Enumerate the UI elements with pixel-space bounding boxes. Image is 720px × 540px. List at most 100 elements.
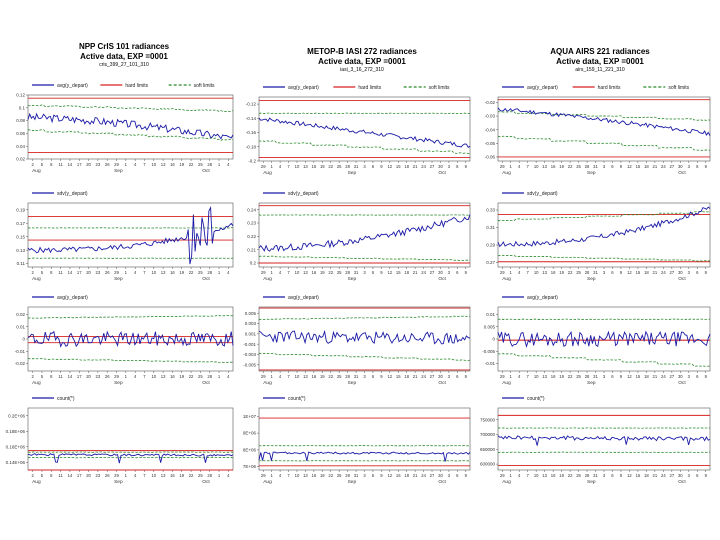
x-tick-label: 15 bbox=[396, 473, 401, 478]
month-label: Oct bbox=[678, 479, 686, 485]
x-tick-label: 9 bbox=[465, 270, 468, 275]
chart-legend: count(*) bbox=[502, 396, 545, 402]
x-tick-label: 31 bbox=[354, 473, 359, 478]
month-label: Sep bbox=[587, 170, 596, 176]
y-tick-label: -0.003 bbox=[243, 352, 256, 357]
x-tick-label: 17 bbox=[77, 473, 82, 478]
x-tick-label: 3 bbox=[363, 270, 366, 275]
x-tick-label: 4 bbox=[134, 270, 137, 275]
x-tick-label: 24 bbox=[421, 473, 426, 478]
legend-label: hard limits bbox=[358, 85, 381, 91]
month-label: Aug bbox=[32, 276, 41, 282]
legend-label: count(*) bbox=[288, 396, 306, 402]
x-tick-label: 10 bbox=[534, 164, 539, 169]
legend-label: sdv(y_depart) bbox=[288, 191, 319, 197]
legend-label: avg(y_depart) bbox=[527, 295, 558, 301]
y-tick-label: -0.05 bbox=[485, 141, 496, 146]
x-tick-label: 28 bbox=[207, 162, 212, 167]
x-tick-label: 13 bbox=[161, 270, 166, 275]
x-tick-label: 11 bbox=[58, 374, 63, 379]
x-tick-label: 31 bbox=[593, 270, 598, 275]
x-tick-label: 29 bbox=[114, 162, 119, 167]
x-tick-label: 7 bbox=[143, 162, 146, 167]
x-tick-label: 25 bbox=[198, 162, 203, 167]
x-tick-label: 6 bbox=[611, 270, 614, 275]
legend-label: hard limits bbox=[598, 85, 621, 91]
x-tick-label: 10 bbox=[295, 473, 300, 478]
x-tick-label: 10 bbox=[151, 374, 156, 379]
x-tick-label: 23 bbox=[96, 162, 101, 167]
legend-label: avg(y_depart) bbox=[57, 83, 88, 89]
x-tick-label: 4 bbox=[134, 162, 137, 167]
y-tick-label: 0 bbox=[492, 337, 495, 342]
x-tick-label: 13 bbox=[303, 473, 308, 478]
x-tick-label: 4 bbox=[227, 473, 230, 478]
x-tick-label: 6 bbox=[456, 374, 459, 379]
y-tick-label: 0.003 bbox=[245, 321, 257, 326]
x-tick-label: 1 bbox=[125, 473, 128, 478]
x-tick-label: 12 bbox=[387, 270, 392, 275]
x-tick-label: 27 bbox=[430, 374, 435, 379]
chart-legend: avg(y_depart) hard limits soft limits bbox=[502, 85, 690, 91]
chart-legend: avg(y_depart) bbox=[263, 295, 319, 301]
y-tick-label: -0.005 bbox=[243, 362, 256, 367]
column-title-line2: Active data, EXP =0001 bbox=[556, 57, 644, 66]
x-tick-label: 18 bbox=[404, 164, 409, 169]
series-line bbox=[27, 205, 234, 265]
series-line bbox=[497, 206, 711, 248]
x-tick-label: 25 bbox=[337, 164, 342, 169]
x-tick-label: 4 bbox=[518, 473, 521, 478]
month-label: Oct bbox=[438, 380, 446, 386]
x-tick-label: 3 bbox=[603, 270, 606, 275]
x-tick-label: 12 bbox=[387, 374, 392, 379]
x-tick-label: 4 bbox=[518, 374, 521, 379]
y-tick-label: 0.22 bbox=[247, 234, 256, 239]
x-tick-label: 5 bbox=[41, 162, 44, 167]
x-tick-label: 6 bbox=[456, 270, 459, 275]
x-tick-label: 17 bbox=[77, 162, 82, 167]
x-tick-label: 6 bbox=[456, 473, 459, 478]
month-label: Sep bbox=[114, 276, 123, 282]
chart-legend: avg(y_depart) bbox=[502, 295, 558, 301]
x-tick-label: 1 bbox=[270, 473, 273, 478]
y-tick-label: 0.02 bbox=[16, 312, 25, 317]
y-tick-label: 0.2 bbox=[250, 261, 257, 266]
x-tick-label: 9 bbox=[620, 270, 623, 275]
x-tick-label: 22 bbox=[328, 473, 333, 478]
series-line bbox=[258, 214, 471, 252]
x-tick-label: 11 bbox=[58, 473, 63, 478]
x-tick-label: 27 bbox=[670, 270, 675, 275]
x-tick-label: 1 bbox=[125, 270, 128, 275]
month-label: Oct bbox=[438, 479, 446, 485]
month-label: Sep bbox=[587, 276, 596, 282]
x-tick-label: 16 bbox=[170, 473, 175, 478]
month-label: Oct bbox=[678, 170, 686, 176]
x-tick-label: 9 bbox=[705, 374, 708, 379]
x-tick-label: 28 bbox=[585, 270, 590, 275]
x-tick-label: 20 bbox=[86, 162, 91, 167]
x-tick-label: 18 bbox=[644, 270, 649, 275]
plot-frame bbox=[27, 407, 234, 471]
x-tick-label: 16 bbox=[170, 162, 175, 167]
x-tick-label: 20 bbox=[86, 374, 91, 379]
x-tick-label: 13 bbox=[303, 374, 308, 379]
x-tick-label: 25 bbox=[576, 270, 581, 275]
x-tick-label: 3 bbox=[448, 270, 451, 275]
x-tick-label: 22 bbox=[568, 374, 573, 379]
y-tick-label: 0 bbox=[22, 337, 25, 342]
y-tick-label: 0.33 bbox=[486, 208, 495, 213]
x-tick-label: 25 bbox=[198, 270, 203, 275]
month-label: Aug bbox=[32, 479, 41, 485]
legend-label: soft limits bbox=[429, 85, 450, 91]
x-tick-label: 4 bbox=[518, 164, 521, 169]
x-tick-label: 24 bbox=[661, 164, 666, 169]
x-tick-label: 29 bbox=[114, 374, 119, 379]
x-tick-label: 9 bbox=[380, 164, 383, 169]
column-title-cris: NPP CrIS 101 radiances Active data, EXP … bbox=[4, 42, 244, 69]
x-tick-label: 9 bbox=[705, 164, 708, 169]
x-tick-label: 28 bbox=[345, 374, 350, 379]
x-tick-label: 8 bbox=[50, 162, 53, 167]
x-tick-label: 26 bbox=[105, 162, 110, 167]
soft-limit-lower bbox=[497, 135, 711, 151]
